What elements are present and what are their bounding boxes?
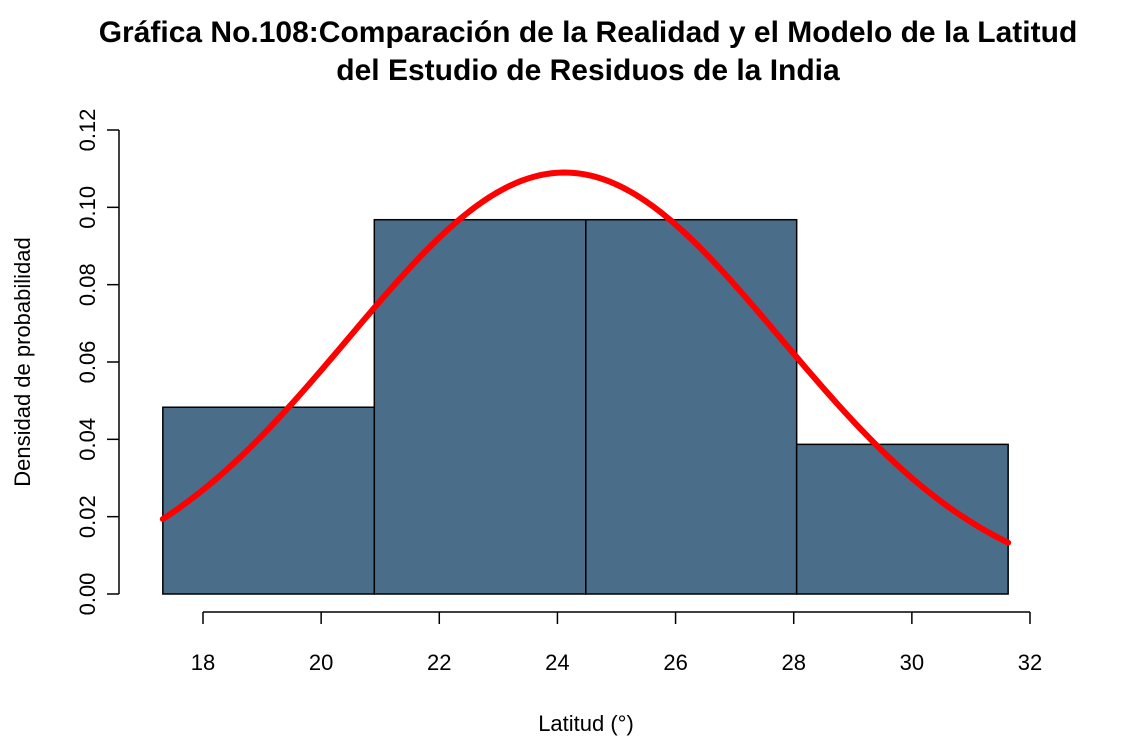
chart-title-line-2: del Estudio de Residuos de la India [336, 54, 840, 87]
y-tick-label-0: 0.00 [75, 573, 100, 616]
x-axis: 18 20 22 24 26 28 30 32 [191, 611, 1042, 675]
y-tick-label-4: 0.08 [75, 263, 100, 306]
histogram-bar-1 [162, 406, 376, 595]
x-axis-label: Latitud (°) [538, 711, 634, 736]
x-tick-label-5: 28 [781, 650, 805, 675]
y-tick-label-5: 0.10 [75, 186, 100, 229]
y-tick-label-3: 0.06 [75, 341, 100, 384]
x-tick-label-3: 24 [545, 650, 569, 675]
y-axis: 0.00 0.02 0.04 0.06 0.08 0.10 0.12 [75, 109, 120, 616]
x-tick-label-1: 20 [309, 650, 333, 675]
density-curve-layer [159, 169, 1012, 546]
x-tick-label-0: 18 [191, 650, 215, 675]
y-axis-label: Densidad de probabilidad [10, 237, 35, 487]
y-tick-label-6: 0.12 [75, 109, 100, 152]
chart-title-line-1: Gráfica No.108:Comparación de la Realida… [99, 16, 1078, 49]
y-tick-label-1: 0.02 [75, 495, 100, 538]
y-tick-label-2: 0.04 [75, 418, 100, 461]
x-tick-label-4: 26 [663, 650, 687, 675]
x-tick-label-7: 32 [1018, 650, 1042, 675]
x-tick-label-6: 30 [900, 650, 924, 675]
density-curve [159, 169, 1012, 546]
histogram-bars [162, 218, 1009, 595]
x-tick-label-2: 22 [427, 650, 451, 675]
histogram-bar-2 [373, 218, 587, 595]
histogram-bar-3 [585, 218, 798, 595]
